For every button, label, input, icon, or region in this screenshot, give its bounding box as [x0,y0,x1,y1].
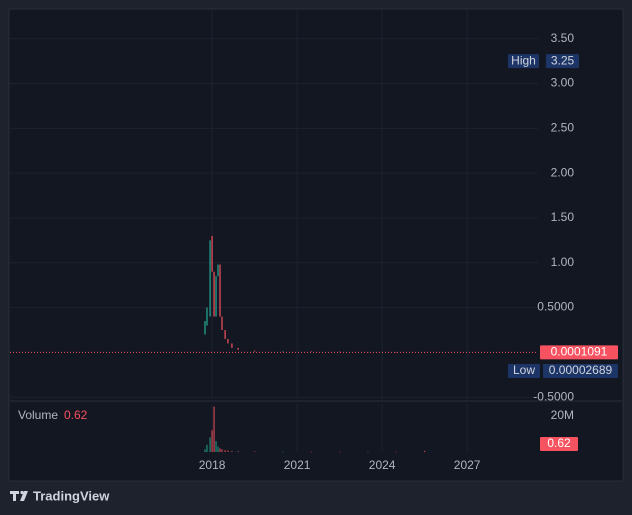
candle-body [253,350,256,352]
y-tick-label: -0.5000 [533,389,574,403]
candle-body [310,351,312,352]
volume-bar [209,437,211,452]
candle-body [424,352,426,353]
x-tick-label: 2024 [369,458,396,472]
candle-body [217,264,219,277]
brand: TradingView [33,488,110,503]
volume-bar [206,444,208,452]
volume-bar [395,451,397,453]
low-value-box [543,364,618,378]
candle-body [219,264,221,317]
volume-bar [211,430,213,452]
x-tick-label: 2027 [454,458,481,472]
volume-bar [282,451,284,453]
candle-body [367,351,369,353]
y-tick-label: 3.00 [551,76,575,90]
volume-bar [424,450,426,452]
y-tick-label: 2.50 [551,120,575,134]
volume-last-badge: 0.62 [547,436,571,450]
volume-bar [231,451,233,452]
y-tick-label: 1.00 [551,255,575,269]
volume-bar [227,450,229,452]
candle-body [237,347,239,350]
candle-body [227,338,229,344]
candle-body [221,316,223,330]
volume-title: Volume [18,408,58,422]
x-tick-label: 2018 [199,458,226,472]
y-tick-label: 3.50 [551,31,575,45]
last-price: 0.0001091 [551,345,608,359]
low-label-box [508,364,540,378]
volume-bar [217,446,219,452]
volume-bar [237,451,239,452]
x-tick-label: 2021 [284,458,311,472]
candle-body [211,235,213,272]
volume-bar [339,451,341,453]
volume-bar [221,449,223,452]
high-label-box [508,54,539,69]
candle-body [395,352,397,353]
volume-tick-label: 20M [551,408,574,422]
volume-bar [219,448,221,452]
high-label: High [511,53,536,67]
volume-bar [367,451,369,453]
chart-panel [8,8,624,482]
candle-body [213,271,215,317]
volume-bar [204,449,206,452]
y-tick-label: 1.50 [551,210,575,224]
candle-body [209,240,211,317]
y-tick-label: 0.5000 [537,300,574,314]
volume-bar [213,406,215,452]
candle-body [231,343,233,348]
last-price-box [540,345,618,360]
volume-last: 0.62 [64,408,88,422]
high-value: 3.25 [551,53,575,67]
y-tick-label: 2.00 [551,165,575,179]
candle-body [282,351,284,352]
volume-bar [224,450,226,452]
candle-body [224,329,226,339]
volume-bar [310,451,312,453]
volume-bar [215,441,217,452]
volume-last-badge-box [540,437,578,451]
volume-bar [253,451,256,452]
brand-logo [10,490,28,501]
high-value-box [546,54,579,69]
candle-body [206,307,208,326]
candle-body [204,321,206,335]
candle-body [339,351,341,353]
low-label: Low [513,363,535,377]
low-value: 0.00002689 [549,363,613,377]
candle-body [215,276,217,317]
